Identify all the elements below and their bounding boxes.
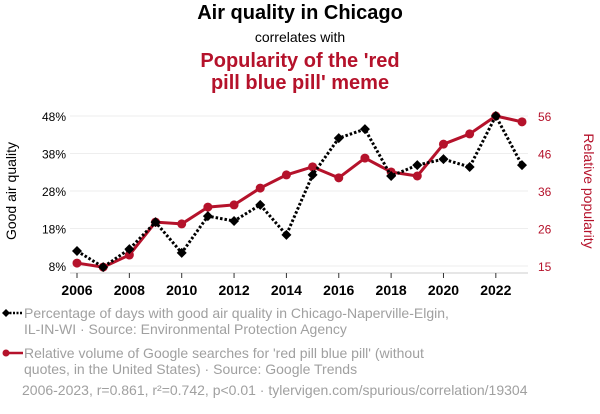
data-point-air-quality <box>202 211 213 222</box>
y-right-tick-label: 15 <box>538 260 552 274</box>
data-point-air-quality <box>386 171 397 181</box>
data-point-air-quality <box>150 217 161 228</box>
y-axis-right-ticks: 56 46 36 26 15 <box>538 110 552 274</box>
data-point-red-pill <box>360 153 370 163</box>
data-point-red-pill <box>465 129 475 139</box>
y-right-tick-label: 46 <box>538 148 552 162</box>
data-point-air-quality <box>255 199 266 210</box>
data-point-air-quality <box>490 111 501 121</box>
series-line-red-pill <box>76 114 523 269</box>
chart-title-secondary: Popularity of the 'red pill blue pill' m… <box>0 50 600 94</box>
data-point-air-quality <box>438 154 449 165</box>
data-point-air-quality <box>517 160 527 171</box>
legend-diamond-dotted-icon <box>2 309 23 317</box>
data-point-air-quality <box>281 229 292 240</box>
x-tick-label: 2022 <box>480 282 511 298</box>
x-tick-label: 2006 <box>61 282 92 298</box>
x-tick-label: 2010 <box>166 282 197 298</box>
x-tick-label: 2016 <box>323 282 354 298</box>
x-tick-label: 2020 <box>428 282 459 298</box>
y-left-tick-label: 18% <box>42 223 66 237</box>
data-point-red-pill <box>72 258 82 268</box>
data-point-red-pill <box>412 171 422 181</box>
x-tick-label: 2018 <box>376 282 407 298</box>
data-point-red-pill <box>229 200 239 210</box>
data-point-red-pill <box>334 173 344 183</box>
y-left-tick-label: 38% <box>42 148 66 162</box>
chart-title: Air quality in Chicago <box>197 2 403 24</box>
data-point-red-pill <box>255 183 265 193</box>
x-axis-ticks: 2006 2008 2010 2012 2014 2016 2018 2020 2022 <box>61 282 511 298</box>
y-right-tick-label: 26 <box>538 223 552 237</box>
y-left-tick-label: 28% <box>42 185 66 199</box>
series-red-pill-popularity <box>72 111 527 272</box>
data-point-air-quality <box>229 216 240 226</box>
data-point-red-pill <box>281 170 291 180</box>
legend-text-air-quality: Percentage of days with good air quality… <box>24 305 449 337</box>
y-left-tick-label: 8% <box>49 260 67 274</box>
data-point-red-pill <box>203 202 213 212</box>
data-point-air-quality <box>307 169 318 180</box>
legend-text-red-pill: Relative volume of Google searches for '… <box>24 345 424 377</box>
gridlines <box>70 115 528 267</box>
data-point-red-pill <box>517 117 527 127</box>
data-point-air-quality <box>176 247 187 258</box>
data-point-air-quality <box>333 133 344 144</box>
y-axis-left-label: Good air quality <box>3 142 19 240</box>
data-point-air-quality <box>412 160 423 171</box>
y-right-tick-label: 56 <box>538 110 552 124</box>
axes <box>70 272 528 278</box>
y-axis-left-ticks: 48% 38% 28% 18% 8% <box>42 110 66 274</box>
series-line-air-quality <box>76 112 524 269</box>
legend-circle-line-icon <box>2 349 23 357</box>
y-right-tick-label: 36 <box>538 185 552 199</box>
y-left-tick-label: 48% <box>42 110 66 124</box>
data-point-red-pill <box>308 162 318 172</box>
series-air-quality <box>72 111 527 273</box>
y-axis-right-label: Relative popularity <box>581 133 597 248</box>
data-point-red-pill <box>438 139 448 149</box>
data-point-air-quality <box>98 262 109 273</box>
data-point-air-quality <box>359 124 370 135</box>
data-point-air-quality <box>464 162 475 172</box>
data-point-red-pill <box>177 219 187 229</box>
data-point-red-pill <box>124 250 134 260</box>
footer-stats: 2006-2023, r=0.861, r²=0.742, p<0.01 · t… <box>22 382 528 398</box>
x-tick-label: 2008 <box>114 282 145 298</box>
chart-subtitle: correlates with <box>254 29 346 45</box>
x-tick-label: 2014 <box>271 282 302 298</box>
data-point-air-quality <box>72 246 82 256</box>
title2-line2: pill blue pill' meme <box>210 72 390 94</box>
title2-line1: Popularity of the 'red <box>200 50 400 72</box>
x-tick-label: 2012 <box>218 282 249 298</box>
data-point-air-quality <box>124 244 135 255</box>
